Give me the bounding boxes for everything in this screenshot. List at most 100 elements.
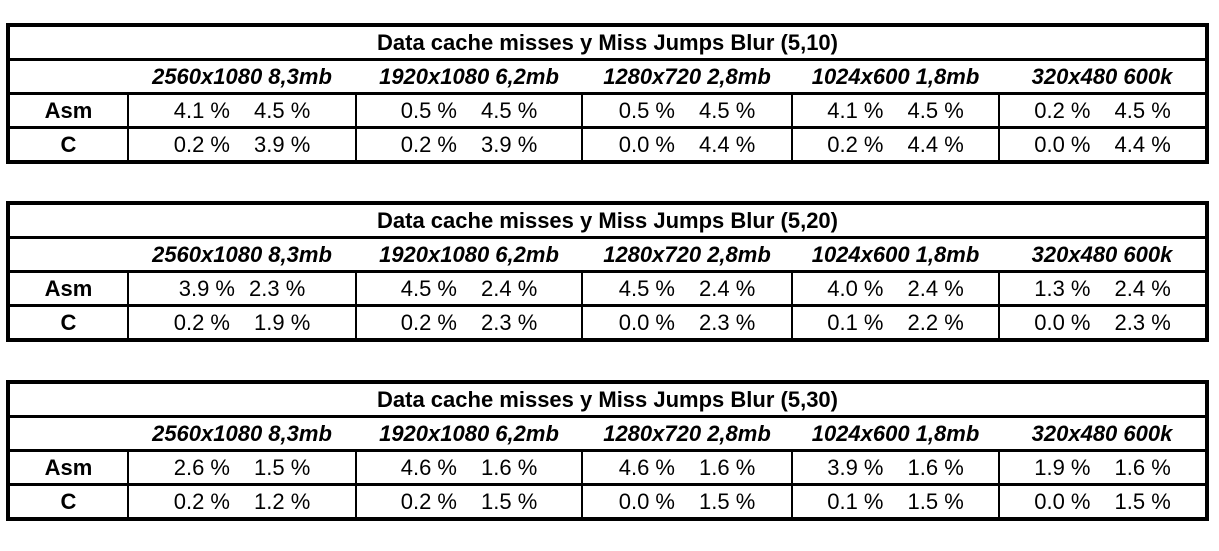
value-cell: 0.2 % 1.5 % <box>355 483 582 519</box>
value-cell: 0.0 % 4.4 % <box>581 126 792 162</box>
miss-jumps-value: 2.3 % <box>699 309 756 335</box>
table-title-row: Data cache misses y Miss Jumps Blur (5,2… <box>8 203 1207 238</box>
value-cell: 4.5 % 2.4 % <box>581 270 792 306</box>
corner-cell <box>8 236 128 272</box>
data-cache-miss-value: 0.2 % <box>400 488 457 514</box>
data-cache-miss-value: 0.0 % <box>618 131 675 157</box>
data-cache-miss-value: 1.9 % <box>1034 454 1091 480</box>
miss-jumps-value: 2.3 % <box>481 309 538 335</box>
corner-cell <box>8 415 128 451</box>
column-header: 1920x1080 6,2mb <box>356 58 582 94</box>
column-header: 1024x600 1,8mb <box>792 415 999 451</box>
table-row: C 0.2 % 1.2 % 0.2 % 1.5 % 0.0 % 1.5 % 0.1 %… <box>8 483 1207 519</box>
data-cache-miss-value: 0.2 % <box>173 309 230 335</box>
table-title: Data cache misses y Miss Jumps Blur (5,1… <box>377 29 838 55</box>
miss-jumps-value: 1.5 % <box>254 454 311 480</box>
miss-jumps-value: 2.3 % <box>1114 309 1171 335</box>
miss-jumps-value: 4.4 % <box>1114 131 1171 157</box>
row-label: Asm <box>8 449 128 485</box>
results-table-5-20: Data cache misses y Miss Jumps Blur (5,2… <box>6 201 1209 342</box>
table-title: Data cache misses y Miss Jumps Blur (5,3… <box>377 386 838 412</box>
data-cache-miss-value: 2.6 % <box>173 454 230 480</box>
miss-jumps-value: 1.6 % <box>907 454 964 480</box>
data-cache-miss-value: 0.5 % <box>618 97 675 123</box>
miss-jumps-value: 4.4 % <box>699 131 756 157</box>
table-title-row: Data cache misses y Miss Jumps Blur (5,1… <box>8 25 1207 60</box>
miss-jumps-value: 2.3 % <box>249 275 306 301</box>
column-header: 1024x600 1,8mb <box>792 236 999 272</box>
data-cache-miss-value: 0.0 % <box>618 309 675 335</box>
value-cell: 1.3 % 2.4 % <box>998 270 1207 306</box>
data-cache-miss-value: 4.6 % <box>618 454 675 480</box>
value-cell: 4.6 % 1.6 % <box>581 449 792 485</box>
value-cell: 0.1 % 1.5 % <box>791 483 999 519</box>
miss-jumps-value: 2.4 % <box>907 275 964 301</box>
column-header: 1920x1080 6,2mb <box>356 236 582 272</box>
value-cell: 0.2 % 3.9 % <box>355 126 582 162</box>
value-cell: 4.6 % 1.6 % <box>355 449 582 485</box>
value-cell: 0.0 % 2.3 % <box>581 304 792 340</box>
row-label: C <box>8 304 128 340</box>
data-cache-miss-value: 0.2 % <box>173 131 230 157</box>
data-cache-miss-value: 4.1 % <box>827 97 884 123</box>
miss-jumps-value: 1.9 % <box>254 309 311 335</box>
miss-jumps-value: 1.5 % <box>1114 488 1171 514</box>
miss-jumps-value: 4.5 % <box>1114 97 1171 123</box>
column-header: 1280x720 2,8mb <box>582 415 792 451</box>
miss-jumps-value: 4.5 % <box>699 97 756 123</box>
value-cell: 0.0 % 2.3 % <box>998 304 1207 340</box>
value-cell: 0.1 % 2.2 % <box>791 304 999 340</box>
table-row: Asm 4.1 % 4.5 % 0.5 % 4.5 % 0.5 % 4.5 % 4.1… <box>8 92 1207 128</box>
value-cell: 0.5 % 4.5 % <box>355 92 582 128</box>
miss-jumps-value: 1.6 % <box>481 454 538 480</box>
data-cache-miss-value: 0.0 % <box>1034 131 1091 157</box>
data-cache-miss-value: 4.1 % <box>173 97 230 123</box>
table-row: Asm 3.9 % 2.3 % 4.5 % 2.4 % 4.5 % 2.4 % 4.0… <box>8 270 1207 306</box>
miss-jumps-value: 1.5 % <box>481 488 538 514</box>
miss-jumps-value: 3.9 % <box>481 131 538 157</box>
value-cell: 2.6 % 1.5 % <box>127 449 356 485</box>
column-header: 1280x720 2,8mb <box>582 58 792 94</box>
corner-cell <box>8 58 128 94</box>
miss-jumps-value: 1.6 % <box>699 454 756 480</box>
column-header: 320x480 600k <box>999 415 1207 451</box>
data-cache-miss-value: 0.0 % <box>1034 488 1091 514</box>
miss-jumps-value: 1.5 % <box>907 488 964 514</box>
results-table-5-30: Data cache misses y Miss Jumps Blur (5,3… <box>6 380 1209 521</box>
value-cell: 3.9 % 1.6 % <box>791 449 999 485</box>
data-cache-miss-value: 3.9 % <box>178 275 235 301</box>
miss-jumps-value: 1.2 % <box>254 488 311 514</box>
data-cache-miss-value: 0.1 % <box>827 309 884 335</box>
data-cache-miss-value: 0.0 % <box>1034 309 1091 335</box>
miss-jumps-value: 2.4 % <box>481 275 538 301</box>
table-title: Data cache misses y Miss Jumps Blur (5,2… <box>377 207 838 233</box>
column-header: 320x480 600k <box>999 58 1207 94</box>
data-cache-miss-value: 0.2 % <box>827 131 884 157</box>
value-cell: 0.0 % 1.5 % <box>998 483 1207 519</box>
data-cache-miss-value: 4.5 % <box>618 275 675 301</box>
data-cache-miss-value: 4.0 % <box>827 275 884 301</box>
value-cell: 4.1 % 4.5 % <box>791 92 999 128</box>
miss-jumps-value: 1.6 % <box>1114 454 1171 480</box>
row-label: Asm <box>8 92 128 128</box>
row-label: Asm <box>8 270 128 306</box>
value-cell: 0.2 % 4.5 % <box>998 92 1207 128</box>
column-header: 1920x1080 6,2mb <box>356 415 582 451</box>
table-header-row: 2560x1080 8,3mb 1920x1080 6,2mb 1280x720… <box>8 58 1207 94</box>
column-header: 2560x1080 8,3mb <box>128 58 356 94</box>
value-cell: 0.2 % 4.4 % <box>791 126 999 162</box>
value-cell: 0.2 % 2.3 % <box>355 304 582 340</box>
miss-jumps-value: 4.5 % <box>907 97 964 123</box>
value-cell: 0.0 % 1.5 % <box>581 483 792 519</box>
row-label: C <box>8 126 128 162</box>
value-cell: 3.9 % 2.3 % <box>127 270 356 306</box>
table-header-row: 2560x1080 8,3mb 1920x1080 6,2mb 1280x720… <box>8 415 1207 451</box>
data-cache-miss-value: 0.2 % <box>400 309 457 335</box>
miss-jumps-value: 3.9 % <box>254 131 311 157</box>
table-row: Asm 2.6 % 1.5 % 4.6 % 1.6 % 4.6 % 1.6 % 3.9… <box>8 449 1207 485</box>
column-header: 2560x1080 8,3mb <box>128 415 356 451</box>
results-table-5-10: Data cache misses y Miss Jumps Blur (5,1… <box>6 23 1209 164</box>
data-cache-miss-value: 0.0 % <box>618 488 675 514</box>
data-cache-miss-value: 1.3 % <box>1034 275 1091 301</box>
column-header: 320x480 600k <box>999 236 1207 272</box>
